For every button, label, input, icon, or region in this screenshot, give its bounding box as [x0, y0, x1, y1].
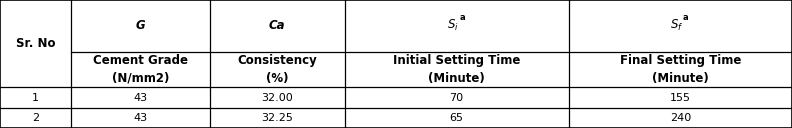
Text: 240: 240 [670, 113, 691, 123]
Text: $S_{i}$: $S_{i}$ [447, 18, 459, 33]
Text: $S_{f}$: $S_{f}$ [670, 18, 683, 33]
Text: G: G [135, 19, 146, 32]
Text: 43: 43 [134, 93, 147, 103]
Text: (Minute): (Minute) [428, 72, 485, 85]
Text: Consistency: Consistency [238, 54, 317, 67]
Text: 1: 1 [32, 93, 39, 103]
Text: 32.00: 32.00 [261, 93, 293, 103]
Text: 70: 70 [450, 93, 463, 103]
Text: a: a [459, 13, 465, 22]
Text: Ca: Ca [269, 19, 285, 32]
Text: Final Setting Time: Final Setting Time [619, 54, 741, 67]
Text: 65: 65 [450, 113, 463, 123]
Text: Initial Setting Time: Initial Setting Time [393, 54, 520, 67]
Text: Sr. No: Sr. No [16, 37, 55, 50]
Text: 32.25: 32.25 [261, 113, 293, 123]
Text: Cement Grade: Cement Grade [93, 54, 188, 67]
Text: (N/mm2): (N/mm2) [112, 72, 169, 85]
Text: a: a [683, 13, 689, 22]
Text: 2: 2 [32, 113, 39, 123]
Text: 155: 155 [670, 93, 691, 103]
Text: 43: 43 [134, 113, 147, 123]
Text: (%): (%) [266, 72, 288, 85]
Text: (Minute): (Minute) [652, 72, 709, 85]
